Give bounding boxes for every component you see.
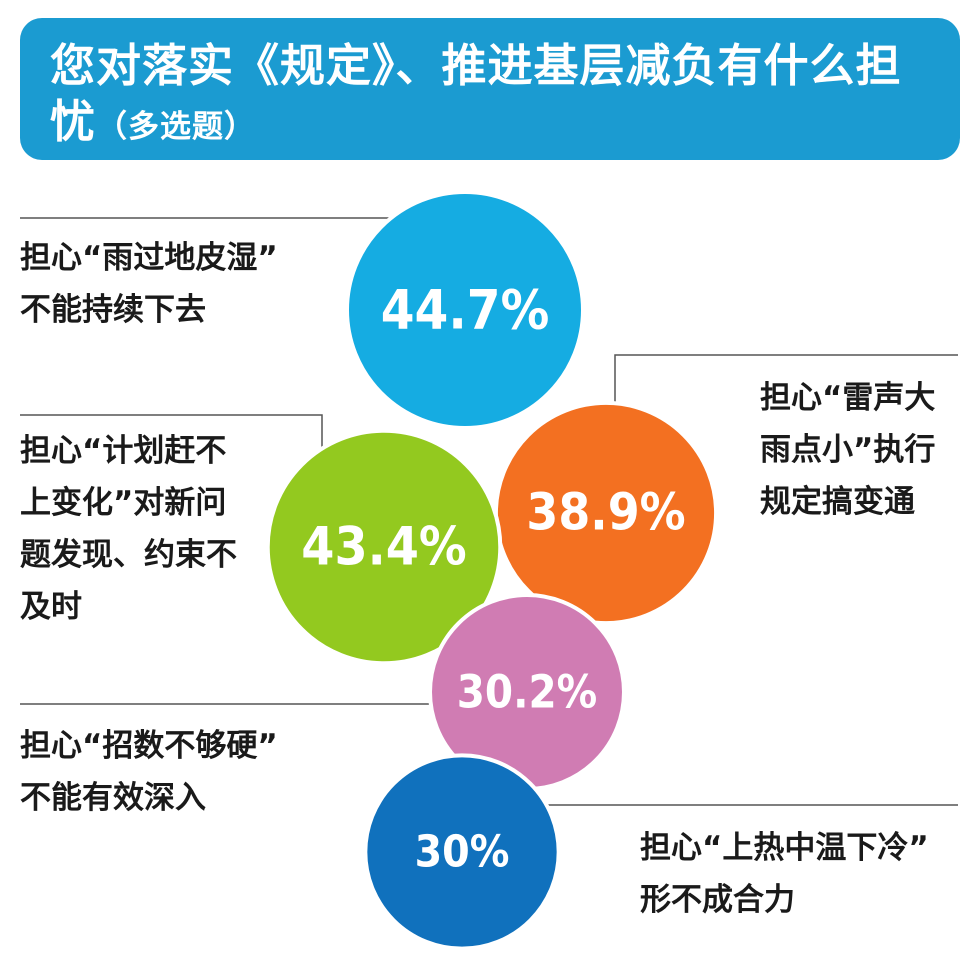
bubble-thunder-value-label: 38.9% xyxy=(526,484,685,543)
leader-line-2 xyxy=(614,354,958,412)
bubble-rain xyxy=(345,190,585,430)
bubble-plan-value-label: 43.4% xyxy=(301,517,466,578)
chart-title: 您对落实《规定》、推进基层减负有什么担忧 xyxy=(50,39,902,148)
bubble-plan xyxy=(265,428,503,666)
label-cold: 担心“上热中温下冷” 形不成合力 xyxy=(640,830,929,918)
chart-subtitle: （多选题） xyxy=(96,109,257,145)
bubble-rain-value-label: 44.7% xyxy=(381,279,550,342)
bubbles: 44.7% 38.9% 43.4% 30.2% 30% xyxy=(265,190,719,951)
label-rain: 担心“雨过地皮湿” 不能持续下去 xyxy=(20,240,278,328)
leader-line-3 xyxy=(20,414,323,450)
title-banner: 您对落实《规定》、推进基层减负有什么担忧（多选题） xyxy=(20,18,960,160)
leader-lines xyxy=(20,217,958,806)
bubble-trick-value-label: 30.2% xyxy=(457,666,597,719)
label-thunder: 担心“雷声大 雨点小”执行 规定搞变通 xyxy=(760,380,936,520)
bubble-cold-value-label: 30% xyxy=(415,827,510,878)
label-trick: 担心“招数不够硬” 不能有效深入 xyxy=(20,728,278,816)
label-plan: 担心“计划赶不 上变化”对新问 题发现、约束不 及时 xyxy=(20,433,237,625)
bubble-cold xyxy=(363,753,561,951)
